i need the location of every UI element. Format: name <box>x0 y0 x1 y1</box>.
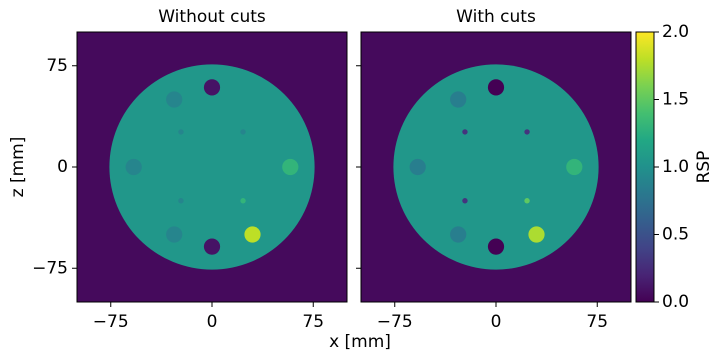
insert <box>178 198 183 203</box>
x-tick-label: 0 <box>207 312 218 332</box>
panel <box>361 32 631 302</box>
insert <box>204 239 220 255</box>
colorbar-tick-label: 1.0 <box>662 157 689 177</box>
insert <box>462 129 467 134</box>
chart: x [mm] z [mm] RSP Without cuts −75 0 75 −75 0… <box>0 0 715 353</box>
insert <box>524 198 529 203</box>
insert <box>450 226 466 242</box>
x-tick-label: 75 <box>586 312 608 332</box>
x-tick-label: 75 <box>302 312 324 332</box>
insert <box>488 239 504 255</box>
insert <box>450 91 466 107</box>
insert <box>410 159 426 175</box>
insert <box>126 159 142 175</box>
y-axis-label: z [mm] <box>8 137 28 198</box>
insert <box>166 226 182 242</box>
colorbar-label: RSP <box>694 151 714 184</box>
colorbar-tick-label: 2.0 <box>662 22 689 42</box>
panel <box>77 32 347 302</box>
insert <box>566 159 582 175</box>
x-tick-label: −75 <box>377 312 413 332</box>
panel-title: With cuts <box>456 7 536 27</box>
colorbar-tick-label: 0.5 <box>662 225 689 245</box>
x-tick-label: −75 <box>93 312 129 332</box>
x-tick-label: 0 <box>491 312 502 332</box>
insert <box>166 91 182 107</box>
insert <box>462 198 467 203</box>
insert <box>528 226 544 242</box>
colorbar <box>636 32 654 302</box>
y-tick-label: −75 <box>32 258 68 278</box>
colorbar-tick-label: 1.5 <box>662 90 689 110</box>
insert <box>282 159 298 175</box>
insert <box>524 129 529 134</box>
insert <box>204 79 220 95</box>
colorbar-tick-label: 0.0 <box>662 292 689 312</box>
insert <box>244 226 260 242</box>
insert <box>240 129 245 134</box>
insert <box>240 198 245 203</box>
x-axis-label: x [mm] <box>329 332 391 352</box>
y-tick-label: 75 <box>46 56 68 76</box>
insert <box>488 79 504 95</box>
insert <box>178 129 183 134</box>
panel-title: Without cuts <box>158 7 266 27</box>
y-tick-label: 0 <box>57 157 68 177</box>
